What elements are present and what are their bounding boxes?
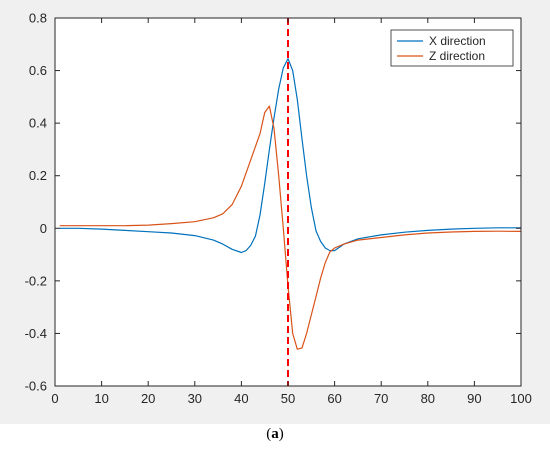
x-tick-label: 20 — [141, 391, 155, 406]
x-tick-label: 40 — [234, 391, 248, 406]
y-tick-label: -0.4 — [25, 326, 47, 341]
y-tick-label: -0.6 — [25, 379, 47, 394]
line-chart: 0 10 20 30 40 50 60 70 80 90 100 -0.6 -0.4 -0.2 0 0.2 0.… — [25, 11, 532, 407]
x-tick-label: 70 — [374, 391, 388, 406]
series-line-z-direction — [59, 105, 522, 350]
y-tick-label: 0.6 — [29, 63, 47, 78]
x-tick-label: 50 — [281, 391, 295, 406]
x-tick-label: 100 — [510, 391, 532, 406]
x-tick-label: 60 — [327, 391, 341, 406]
caption-open: ( — [266, 426, 272, 442]
y-tick-label: -0.2 — [25, 273, 47, 288]
legend-box — [390, 29, 514, 67]
y-tick-label: 0 — [40, 221, 47, 236]
x-tick-label: 10 — [94, 391, 108, 406]
series-layer — [59, 58, 522, 350]
y-tick-label: 0.8 — [29, 11, 47, 26]
x-tick-label: 30 — [188, 391, 202, 406]
y-tick-label: 0.4 — [29, 116, 47, 131]
x-tick-label: 90 — [467, 391, 481, 406]
caption-close: ) — [278, 426, 284, 442]
legend-label: X direction — [429, 34, 486, 48]
legend-label: Z direction — [429, 49, 485, 63]
y-tick-label: 0.2 — [29, 168, 47, 183]
x-tick-label: 0 — [51, 391, 58, 406]
x-tick-label: 80 — [421, 391, 435, 406]
caption-label: a — [271, 426, 279, 442]
figure-caption: (a) — [0, 426, 550, 443]
ticks-layer: 0 10 20 30 40 50 60 70 80 90 100 -0.6 -0.4 -0.2 0 0.2 0.… — [25, 11, 532, 407]
series-line-x-direction — [59, 58, 521, 254]
